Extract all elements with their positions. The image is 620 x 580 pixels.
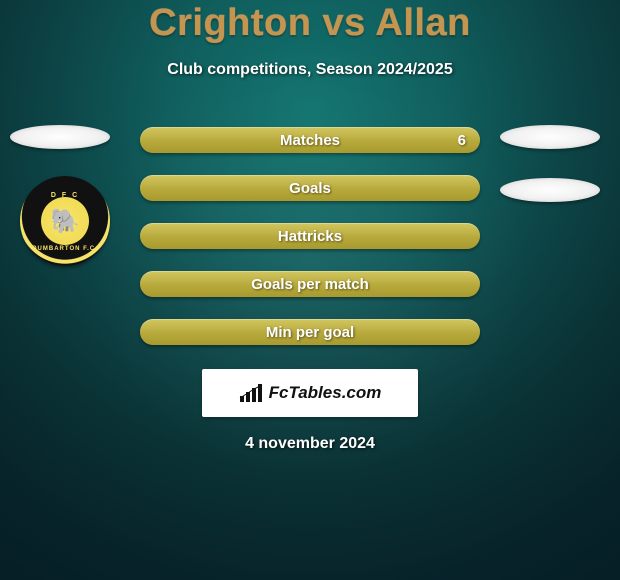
brand-box[interactable]: FcTables.com	[202, 369, 418, 417]
stat-row-min-per-goal: Min per goal	[140, 319, 480, 345]
stat-label: Matches	[280, 132, 340, 149]
stat-row-hattricks: Hattricks	[140, 223, 480, 249]
bars-icon	[239, 382, 265, 404]
brand-text: FcTables.com	[269, 383, 382, 403]
stat-value-right: 6	[458, 132, 466, 149]
club-badge: D F C 🐘 DUMBARTON F.C.	[20, 176, 110, 266]
badge-inner: 🐘	[41, 197, 89, 245]
stat-row-goals-per-match: Goals per match	[140, 271, 480, 297]
page-content: Crighton vs Allan Club competitions, Sea…	[0, 0, 620, 580]
snapshot-date: 4 november 2024	[0, 435, 620, 453]
page-subtitle: Club competitions, Season 2024/2025	[0, 61, 620, 79]
stat-label: Goals	[289, 180, 331, 197]
elephant-icon: 🐘	[50, 207, 80, 236]
right-puck-2	[500, 178, 600, 202]
page-title: Crighton vs Allan	[0, 2, 620, 45]
stat-row-matches: Matches 6	[140, 127, 480, 153]
left-puck-1	[10, 125, 110, 149]
stat-label: Min per goal	[266, 324, 354, 341]
badge-top-text: D F C	[51, 192, 79, 199]
stat-row-goals: Goals	[140, 175, 480, 201]
right-puck-1	[500, 125, 600, 149]
badge-bottom-text: DUMBARTON F.C.	[32, 246, 98, 252]
stat-label: Hattricks	[278, 228, 342, 245]
stat-label: Goals per match	[251, 276, 369, 293]
